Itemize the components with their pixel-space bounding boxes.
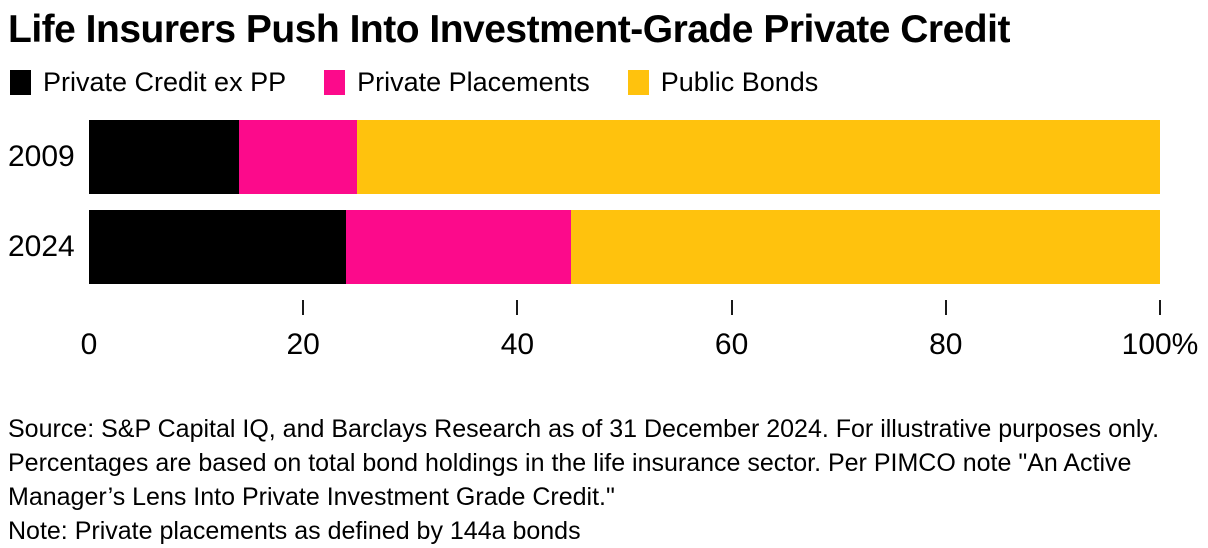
legend-item-private-credit-ex-pp: Private Credit ex PP xyxy=(10,67,286,98)
x-tick-20 xyxy=(302,300,305,315)
x-axis-label-20: 20 xyxy=(286,328,320,361)
x-tick-100 xyxy=(1159,300,1161,315)
x-axis-label-0: 0 xyxy=(80,328,98,361)
source-note: Source: S&P Capital IQ, and Barclays Res… xyxy=(8,412,1208,548)
source-note-line-1: Source: S&P Capital IQ, and Barclays Res… xyxy=(8,415,1160,443)
legend-swatch-private-placements xyxy=(324,70,346,95)
category-label-2024: 2024 xyxy=(8,230,75,263)
bar-segment-public-bonds-2024 xyxy=(570,210,1160,284)
bar-segment-private-credit-ex-pp-2009 xyxy=(89,120,239,194)
x-tick-60 xyxy=(730,300,733,315)
source-note-line-3: Manager’s Lens Into Private Investment G… xyxy=(8,483,615,511)
x-axis-label-60: 60 xyxy=(714,328,749,361)
legend-label: Public Bonds xyxy=(660,67,819,97)
x-axis-label-40: 40 xyxy=(500,328,535,361)
source-note-line-2: Percentages are based on total bond hold… xyxy=(8,449,1132,477)
bar-row-2009: 2009 xyxy=(0,120,1208,194)
x-axis-label-100: 100% xyxy=(1121,328,1199,361)
bar-segment-private-credit-ex-pp-2024 xyxy=(89,210,347,284)
bar-segment-private-placements-2009 xyxy=(238,120,357,194)
stacked-bar-chart: 2009 2024 0 20 40 60 80 100% xyxy=(0,120,1208,364)
bar-2009 xyxy=(89,120,1160,194)
category-label-2009: 2009 xyxy=(8,140,75,173)
bar-rows: 2009 2024 xyxy=(0,120,1208,284)
legend-swatch-private-credit-ex-pp xyxy=(10,70,31,95)
x-tick-40 xyxy=(516,300,519,315)
x-tick-80 xyxy=(944,300,947,315)
chart-title: Life Insurers Push Into Investment-Grade… xyxy=(8,8,1010,51)
x-axis-labels: 0 20 40 60 80 100% xyxy=(81,328,1199,364)
legend: Private Credit ex PP Private Placements Pu… xyxy=(10,67,1208,98)
legend-item-public-bonds: Public Bonds xyxy=(627,67,819,98)
legend-swatch-public-bonds xyxy=(627,70,649,95)
legend-item-private-placements: Private Placements xyxy=(324,67,590,98)
bar-segment-private-placements-2024 xyxy=(346,210,571,284)
bar-segment-public-bonds-2009 xyxy=(356,120,1160,194)
source-note-line-4: Note: Private placements as defined by 1… xyxy=(8,517,581,545)
bar-2024 xyxy=(89,210,1160,284)
legend-label: Private Credit ex PP xyxy=(43,67,287,97)
bar-row-2024: 2024 xyxy=(0,210,1208,284)
x-axis-label-80: 80 xyxy=(929,328,963,361)
legend-label: Private Placements xyxy=(357,67,590,97)
x-axis-ticks xyxy=(89,300,1161,315)
